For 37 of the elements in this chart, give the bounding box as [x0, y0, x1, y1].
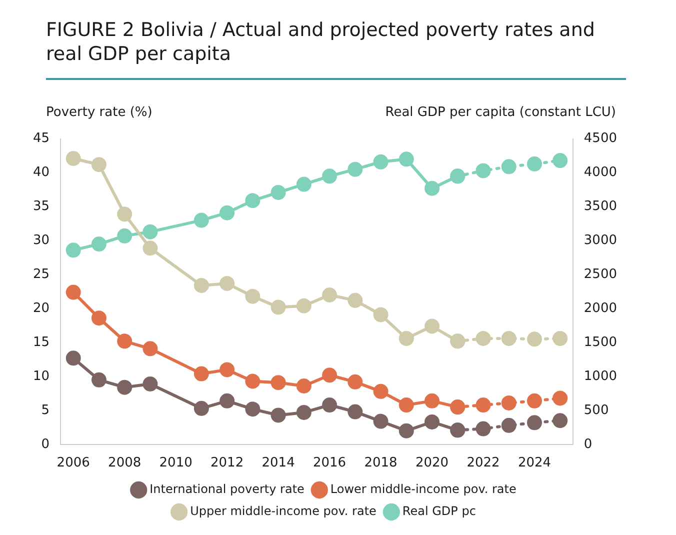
x-tick-label: 2022 [466, 456, 500, 471]
x-tick-label: 2006 [56, 456, 90, 471]
y-tick-label: 10 [32, 368, 50, 384]
y-tick-label: 25 [32, 266, 50, 282]
y2-tick-label: 4000 [584, 165, 618, 180]
y2-tick-label: 2000 [584, 300, 618, 316]
y2-axis-title: Real GDP per capita (constant LCU) [385, 105, 616, 120]
legend-label: Lower middle-income pov. rate [330, 482, 516, 496]
chart-title: FIGURE 2 Bolivia / Actual and projected poverty rates and real GDP per capita [46, 18, 626, 80]
y-tick-label: 15 [32, 334, 50, 350]
x-tick-label: 2016 [312, 456, 346, 471]
y2-tick-label: 3500 [584, 199, 618, 214]
x-tick-label: 2010 [159, 456, 192, 471]
y-axis-title: Poverty rate (%) [46, 105, 152, 120]
x-tick-label: 2008 [108, 456, 142, 471]
y2-tick-label: 1500 [584, 334, 618, 350]
y-tick-label: 35 [32, 199, 50, 214]
y2-tick-label: 0 [584, 436, 592, 452]
y-tick-label: 20 [32, 300, 50, 316]
legend-label: Real GDP pc [402, 504, 476, 518]
y2-tick-label: 500 [584, 402, 609, 418]
y2-tick-label: 1000 [584, 368, 618, 384]
y2-tick-label: 3000 [584, 233, 618, 248]
x-tick-label: 2024 [518, 456, 552, 471]
y2-tick-label: 4500 [584, 131, 618, 146]
x-tick-label: 2020 [415, 456, 449, 471]
legend-label: International poverty rate [150, 482, 304, 496]
y2-tick-label: 2500 [584, 266, 618, 282]
y-tick-label: 40 [32, 165, 50, 180]
y-tick-label: 45 [32, 131, 50, 146]
y-tick-label: 5 [41, 402, 50, 418]
x-tick-label: 2018 [364, 456, 398, 471]
legend-label: Upper middle-income pov. rate [190, 504, 376, 518]
x-tick-label: 2014 [262, 456, 295, 471]
y-tick-label: 0 [41, 436, 50, 452]
y-tick-label: 30 [32, 233, 50, 248]
x-tick-label: 2012 [210, 456, 244, 471]
